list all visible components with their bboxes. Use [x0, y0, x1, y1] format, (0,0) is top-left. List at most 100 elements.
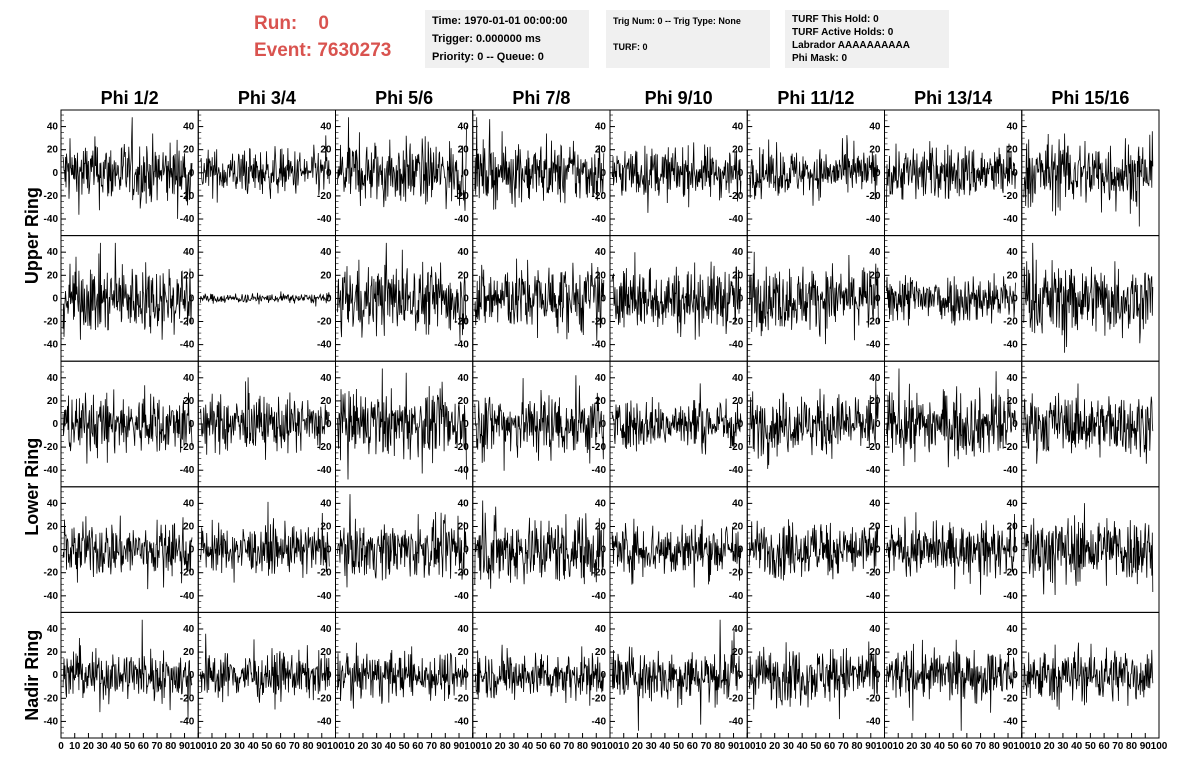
y-tick-label: -40 [1003, 716, 1018, 727]
y-tick-label: 20 [869, 647, 881, 658]
y-tick-label: 0 [600, 168, 606, 179]
waveform-trace [886, 512, 1016, 595]
y-tick-label: 40 [458, 373, 470, 384]
y-tick-label: 0 [738, 168, 744, 179]
x-tick-label: 70 [838, 741, 850, 752]
y-tick-label: 40 [183, 624, 195, 635]
y-tick-label: 20 [1007, 647, 1019, 658]
column-title: Phi 11/12 [777, 88, 854, 108]
y-tick-label: 40 [1007, 373, 1019, 384]
y-tick-label: 20 [320, 270, 332, 281]
y-tick-label: 40 [595, 498, 607, 509]
y-tick-label: -20 [729, 191, 744, 202]
y-tick-label: 20 [595, 396, 607, 407]
y-tick-label: -40 [592, 340, 607, 351]
y-tick-label: 40 [320, 373, 332, 384]
y-tick-label: 20 [47, 270, 59, 281]
y-tick-label: -40 [454, 214, 469, 225]
waveform-trace [1023, 503, 1154, 596]
waveform-trace [199, 377, 330, 460]
event-value: 7630273 [317, 40, 392, 61]
x-tick-label: 20 [769, 741, 781, 752]
y-tick-label: 0 [326, 670, 332, 681]
waveform-trace [62, 515, 193, 590]
y-tick-label: 40 [869, 247, 881, 258]
y-tick-label: 40 [458, 624, 470, 635]
x-tick-label: 20 [495, 741, 507, 752]
waveform-trace [337, 494, 467, 588]
x-tick-label: 30 [783, 741, 795, 752]
turf-this-hold-line: TURF This Hold: 0 [792, 14, 879, 25]
y-tick-label: -40 [180, 716, 195, 727]
y-tick-label: -40 [454, 591, 469, 602]
y-tick-label: 40 [183, 122, 195, 133]
x-tick-label: 100 [876, 741, 893, 752]
y-tick-label: -20 [317, 693, 332, 704]
panel-frame [197, 109, 336, 237]
x-tick-label: 30 [1057, 741, 1069, 752]
y-tick-label: -20 [44, 191, 59, 202]
y-tick-label: 20 [732, 521, 744, 532]
y-tick-label: -20 [1003, 317, 1018, 328]
waveform-trace [748, 641, 879, 720]
y-tick-label: 20 [732, 647, 744, 658]
y-tick-label: 0 [600, 293, 606, 304]
x-tick-label: 80 [440, 741, 452, 752]
y-tick-label: -40 [729, 591, 744, 602]
waveform-trace [611, 383, 742, 455]
y-tick-label: 40 [183, 247, 195, 258]
waveform-trace [886, 368, 1016, 468]
x-tick-label: 60 [275, 741, 287, 752]
y-tick-label: 20 [732, 396, 744, 407]
x-tick-label: 100 [327, 741, 344, 752]
y-tick-label: -40 [44, 591, 59, 602]
y-tick-label: 20 [320, 396, 332, 407]
y-tick-label: 0 [1012, 670, 1018, 681]
column-title: Phi 15/16 [1051, 88, 1129, 108]
y-tick-label: -20 [866, 568, 881, 579]
y-tick-label: 0 [52, 545, 58, 556]
x-tick-label: 100 [739, 741, 756, 752]
y-tick-label: -20 [1003, 442, 1018, 453]
y-tick-label: 40 [47, 498, 59, 509]
y-tick-label: 40 [183, 373, 195, 384]
y-tick-label: 40 [732, 122, 744, 133]
y-tick-label: 20 [320, 145, 332, 156]
y-tick-label: 0 [1012, 545, 1018, 556]
y-tick-label: 0 [52, 670, 58, 681]
y-tick-label: -40 [592, 591, 607, 602]
turf-active-holds-line: TURF Active Holds: 0 [792, 27, 894, 38]
x-tick-label: 60 [687, 741, 699, 752]
y-tick-label: -40 [866, 340, 881, 351]
trigger-line: Trigger: 0.000000 ms [432, 33, 541, 45]
column-title: Phi 3/4 [238, 88, 296, 108]
x-tick-label: 30 [646, 741, 658, 752]
y-tick-label: -40 [1003, 591, 1018, 602]
y-tick-label: -40 [44, 340, 59, 351]
y-tick-label: -40 [454, 465, 469, 476]
y-tick-label: 40 [869, 373, 881, 384]
y-tick-label: -20 [317, 191, 332, 202]
time-line: Time: 1970-01-01 00:00:00 [432, 15, 568, 27]
y-tick-label: 40 [458, 122, 470, 133]
y-tick-label: -40 [317, 465, 332, 476]
y-tick-label: -20 [454, 442, 469, 453]
x-tick-label: 50 [1085, 741, 1097, 752]
y-tick-label: 40 [320, 122, 332, 133]
y-tick-label: 20 [732, 270, 744, 281]
waveform-trace [199, 291, 330, 307]
y-tick-label: 0 [600, 419, 606, 430]
x-tick-label: 60 [961, 741, 973, 752]
x-tick-label: 100 [464, 741, 481, 752]
y-tick-label: 0 [875, 168, 881, 179]
y-tick-label: -20 [454, 568, 469, 579]
y-tick-label: 0 [52, 419, 58, 430]
waveform-trace [886, 639, 1016, 731]
run-label: Run: [254, 13, 298, 34]
y-tick-label: -40 [866, 716, 881, 727]
y-tick-label: 40 [595, 122, 607, 133]
y-tick-label: 0 [52, 293, 58, 304]
x-tick-label: 90 [316, 741, 328, 752]
run-line: Run: 0 [254, 10, 391, 37]
x-tick-label: 20 [1044, 741, 1056, 752]
